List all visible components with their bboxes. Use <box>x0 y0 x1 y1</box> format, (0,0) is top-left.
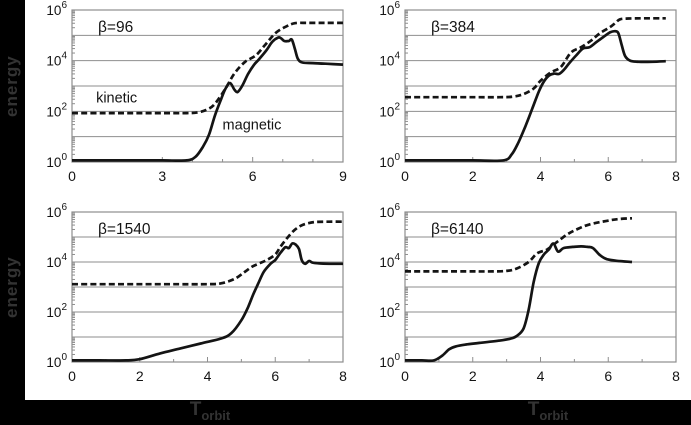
y-tick-label: 102 <box>46 101 67 119</box>
y-minor-ticks <box>72 10 75 155</box>
y-tick-label: 102 <box>46 302 67 320</box>
magnetic-curve <box>404 242 633 363</box>
x-tick-label: 2 <box>469 168 477 184</box>
torbit-sub: orbit <box>539 407 569 423</box>
x-tick-label: 0 <box>401 368 409 384</box>
panel-β=384: 100 102 104 106 0 2 4 6 8 β=384 <box>379 0 680 184</box>
y-minor-ticks <box>405 212 408 355</box>
torbit-main: T <box>189 399 202 420</box>
x-axis-label-torbit-left: Torbit <box>150 399 270 425</box>
panel-β=1540: 100 102 104 106 0 2 4 6 8 β=1540 <box>46 202 347 384</box>
panel-title: β=384 <box>431 19 475 36</box>
magnetic-curve <box>405 29 666 163</box>
kinetic-curve <box>72 220 344 286</box>
x-tick-labels: 0 2 4 6 8 <box>68 368 347 384</box>
x-tick-label: 3 <box>158 168 166 184</box>
y-tick-label: 100 <box>46 352 67 370</box>
y-tick-label: 104 <box>46 252 67 270</box>
y-tick-labels: 100 102 104 106 <box>379 0 400 170</box>
y-tick-labels: 100 102 104 106 <box>46 0 67 170</box>
x-tick-labels: 0 2 4 6 8 <box>401 168 680 184</box>
x-axis-label-torbit-right: Torbit <box>488 399 608 425</box>
y-tick-label: 106 <box>46 202 67 220</box>
y-tick-label: 104 <box>46 51 67 69</box>
y-tick-label: 100 <box>46 152 67 170</box>
magnetic-curve <box>72 35 344 163</box>
kinetic-curve <box>72 21 343 115</box>
magnetic-curve <box>71 241 343 362</box>
x-tick-label: 4 <box>204 368 212 384</box>
annotation-kinetic: kinetic <box>96 91 137 107</box>
torbit-main: T <box>527 399 540 420</box>
panel-title: β=96 <box>98 19 133 36</box>
y-tick-label: 106 <box>46 0 67 18</box>
x-tick-label: 6 <box>271 368 279 384</box>
torbit-sub: orbit <box>201 407 231 423</box>
y-axis-label-energy-bottom: energy <box>2 256 21 318</box>
x-tick-label: 6 <box>249 168 257 184</box>
x-tick-label: 0 <box>68 168 76 184</box>
x-tick-label: 8 <box>672 168 680 184</box>
x-tick-label: 2 <box>469 368 477 384</box>
annotation-magnetic: magnetic <box>223 118 282 134</box>
x-tick-label: 8 <box>672 368 680 384</box>
x-tick-labels: 0 3 6 9 <box>68 168 347 184</box>
y-tick-label: 102 <box>379 101 400 119</box>
y-minor-ticks <box>405 10 408 155</box>
x-tick-label: 8 <box>339 368 347 384</box>
y-tick-label: 106 <box>379 0 400 18</box>
gridlines <box>72 236 343 338</box>
y-axis-label-energy-top: energy <box>2 55 21 117</box>
panel-title: β=1540 <box>98 221 151 238</box>
y-tick-labels: 100 102 104 106 <box>46 202 67 370</box>
x-tick-label: 4 <box>537 368 545 384</box>
x-tick-label: 2 <box>136 368 144 384</box>
x-tick-label: 0 <box>401 168 409 184</box>
panel-β=96: 100 102 104 106 0 3 6 9 β=96 kinetic magnetic <box>46 0 347 184</box>
x-tick-label: 0 <box>68 368 76 384</box>
x-tick-label: 6 <box>604 368 612 384</box>
y-tick-label: 100 <box>379 152 400 170</box>
x-tick-label: 4 <box>537 168 545 184</box>
panel-title: β=6140 <box>431 221 484 238</box>
x-tick-label: 6 <box>604 168 612 184</box>
y-minor-ticks <box>72 212 75 355</box>
y-tick-label: 106 <box>379 202 400 220</box>
x-tick-label: 9 <box>339 168 347 184</box>
y-tick-labels: 100 102 104 106 <box>379 202 400 370</box>
kinetic-curve <box>405 216 633 273</box>
kinetic-curve <box>404 16 666 99</box>
y-tick-label: 104 <box>379 252 400 270</box>
x-tick-labels: 0 2 4 6 8 <box>401 368 680 384</box>
panel-β=6140: 100 102 104 106 0 2 4 6 8 β=6140 <box>379 202 680 384</box>
y-tick-label: 102 <box>379 302 400 320</box>
y-tick-label: 100 <box>379 352 400 370</box>
y-tick-label: 104 <box>379 51 400 69</box>
